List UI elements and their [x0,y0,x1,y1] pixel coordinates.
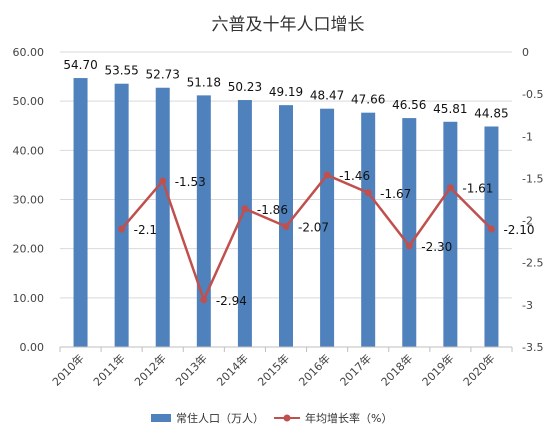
bar [484,126,499,347]
line-data-label: -2.94 [216,294,247,308]
x-axis-tick-label: 2019年 [419,351,456,388]
right-axis-tick-label: 0 [522,46,529,59]
x-axis-tick-label: 2018年 [378,351,415,388]
line-point [364,189,372,197]
right-axis-tick-label: -1 [522,130,533,143]
bar-data-label: 44.85 [474,106,508,120]
chart-title: 六普及十年人口增长 [212,15,365,35]
bar [443,121,458,347]
bar [155,87,170,347]
legend-swatch-growth-marker [283,414,291,422]
line-data-label: -1.61 [462,182,493,196]
left-axis-tick-label: 50.00 [13,95,45,108]
line-point [282,222,290,230]
left-axis-tick-label: 40.00 [13,144,45,157]
right-axis-tick-label: -0.5 [522,88,543,101]
x-axis-tick-label: 2012年 [131,351,168,388]
bar [114,83,129,348]
bar [320,108,335,347]
right-axis-tick-label: -3 [522,299,533,312]
bar-data-label: 45.81 [433,102,467,116]
growth-line [120,173,493,304]
x-axis-tick-label: 2013年 [172,351,209,388]
x-axis-tick-label: 2011年 [90,351,127,388]
left-axis-tick-label: 0.00 [20,341,45,354]
bar-data-label: 54.70 [63,58,97,72]
line-point [159,177,167,185]
line-point [118,225,126,233]
left-axis-tick-label: 30.00 [13,194,45,207]
right-axis-tick-label: -2 [522,215,533,228]
left-axis-tick-label: 10.00 [13,292,45,305]
bar [402,118,417,347]
legend-label-population: 常住人口（万人） [176,411,264,425]
legend-swatch-population [151,414,171,422]
x-axis-tick-label: 2017年 [337,351,374,388]
line-point [446,184,454,192]
line-data-label: -1.86 [257,203,288,217]
bar [237,100,252,348]
line-point [200,296,208,304]
x-axis-tick-label: 2015年 [255,351,292,388]
bar-layer [73,78,499,348]
x-axis-tick-label: 2016年 [296,351,333,388]
line-data-label: -2.10 [503,223,534,237]
right-axis-tick-label: -2.5 [522,257,543,270]
bar-data-label: 47.66 [351,93,385,107]
line-point [405,242,413,250]
bar-data-label: 50.23 [228,80,262,94]
bar [73,78,88,347]
left-axis-tick-label: 20.00 [13,243,45,256]
line-data-label: -2.30 [421,240,452,254]
right-axis-tick-label: -3.5 [522,341,543,354]
legend-label-growth: 年均增长率（%） [305,411,392,425]
bar-data-label: 48.47 [310,89,344,103]
line-layer [118,171,495,304]
line-data-label: -1.67 [380,187,411,201]
line-point [487,225,495,233]
x-axis-tick-label: 2014年 [214,351,251,388]
line-data-label: -2.07 [298,220,329,234]
bar [196,95,211,348]
legend: 常住人口（万人） 年均增长率（%） [151,411,392,425]
bar [361,112,376,348]
right-axis-tick-label: -1.5 [522,172,543,185]
line-data-label: -1.53 [175,175,206,189]
bar-data-label: 53.55 [104,64,138,78]
bar-data-label: 52.73 [146,68,180,82]
bar-data-label: 46.56 [392,98,426,112]
line-data-label: -1.46 [339,169,370,183]
bar-data-label: 49.19 [269,85,303,99]
label-layer: 54.70 53.55 52.73 51.18 50.23 49.19 48.47 47.66… [63,58,534,308]
left-axis-tick-label: 60.00 [13,46,45,59]
line-point [323,171,331,179]
x-axis-tick-label: 2010年 [49,351,86,388]
x-axis-tick-label: 2020年 [460,351,497,388]
line-point [241,205,249,213]
line-data-label: -2.1 [134,223,157,237]
bar-data-label: 51.18 [187,75,221,89]
